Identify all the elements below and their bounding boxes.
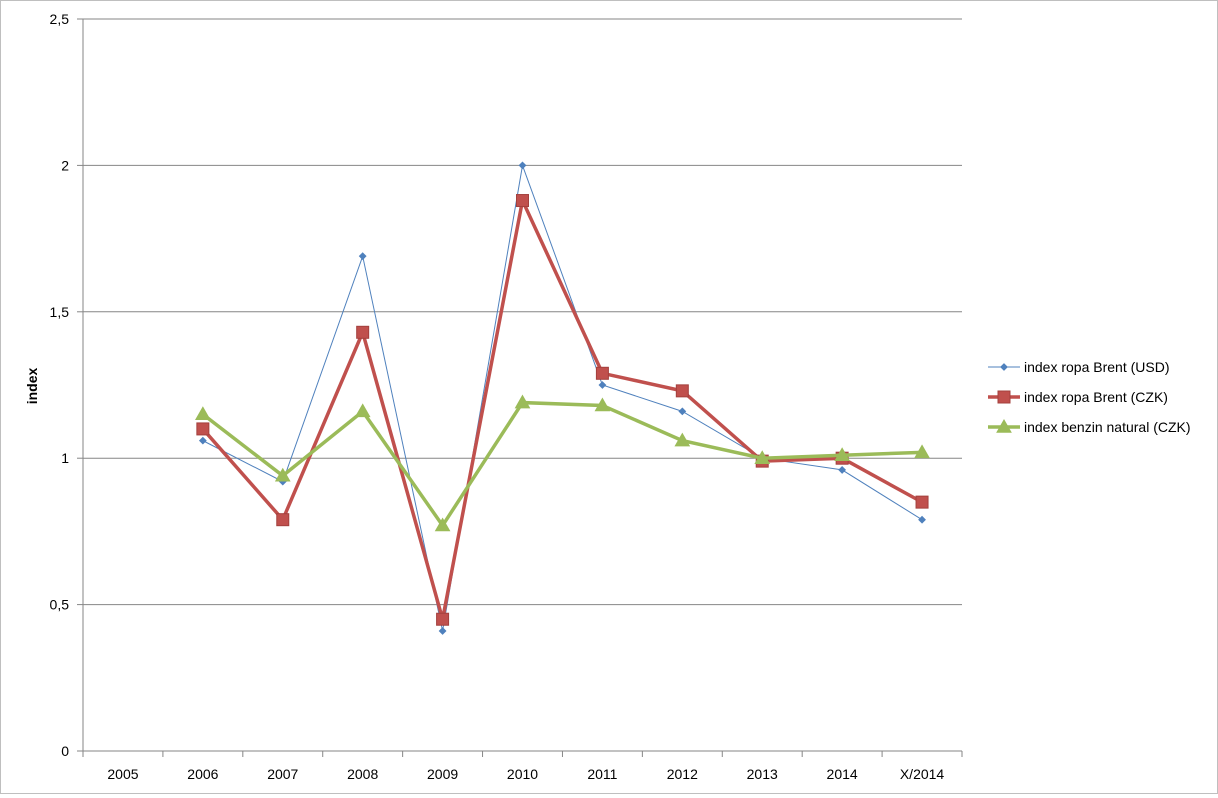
x-tick-label: 2013 [747,766,778,782]
y-axis-title: index [24,368,40,405]
data-point-square [997,390,1011,404]
series-1 [198,161,926,635]
data-point-triangle [996,418,1012,433]
x-tick-label: 2007 [267,766,298,782]
x-tick-label: 2011 [587,766,617,782]
series-2 [196,194,929,626]
legend-item: index ropa Brent (USD) [988,359,1170,375]
x-tick-labels: 2005 2006 2007 2008 2009 2010 2011 2012 2013 2014… [107,766,944,782]
data-point-diamond [598,381,607,389]
data-point-triangle [914,444,930,459]
data-point-square [356,325,370,339]
data-point-square [516,194,529,208]
data-point-diamond [918,515,926,524]
data-point-diamond [1000,363,1008,371]
x-tick-label: 2012 [667,766,698,782]
x-tick-label: 2008 [347,766,378,782]
y-tick-label: 2,5 [50,11,70,27]
y-tick-label: 2 [61,157,69,173]
x-tick-label: 2006 [187,766,218,782]
y-tick-labels: 0 0,5 1 1,5 2 2,5 [50,11,70,759]
legend-item: index benzin natural (CZK) [988,418,1191,435]
legend-item: index ropa Brent (CZK) [988,389,1168,405]
data-point-square [436,612,450,626]
y-tick-label: 0 [61,743,69,759]
data-point-triangle [834,447,850,462]
legend-label: index benzin natural (CZK) [1024,419,1191,435]
axes [77,18,963,757]
y-tick-label: 1,5 [50,304,70,320]
data-point-triangle [195,406,211,421]
y-tick-label: 0,5 [50,597,70,613]
legend-label: index ropa Brent (USD) [1024,359,1170,375]
data-point-diamond [438,627,447,635]
y-tick-label: 1 [61,450,69,466]
series-line [202,163,923,632]
data-point-diamond [518,161,527,170]
data-point-triangle [514,394,531,409]
legend-label: index ropa Brent (CZK) [1024,389,1168,405]
data-point-triangle [434,517,451,532]
gridlines [83,18,962,606]
data-point-square [675,384,689,398]
series-lines [195,161,930,635]
x-tick-label: 2010 [507,766,538,782]
x-tick-label: 2009 [427,766,458,782]
data-point-diamond [358,252,367,261]
data-point-triangle [274,467,291,482]
series-line [201,194,923,620]
data-point-square [276,513,290,527]
data-point-triangle [674,432,691,447]
x-tick-label: 2014 [827,766,858,782]
data-point-square [595,366,609,380]
data-point-triangle [594,397,611,412]
data-point-diamond [198,436,207,445]
data-point-triangle [354,403,371,418]
series-3 [195,394,930,532]
data-point-square [196,422,210,436]
x-tick-label: X/2014 [900,766,945,782]
data-point-diamond [838,466,847,474]
series-line [201,400,923,529]
data-point-diamond [678,407,687,416]
data-point-square [915,495,929,509]
data-point-triangle [754,450,771,464]
x-tick-label: 2005 [107,766,138,782]
legend: index ropa Brent (USD) index ropa Brent (… [988,359,1191,435]
